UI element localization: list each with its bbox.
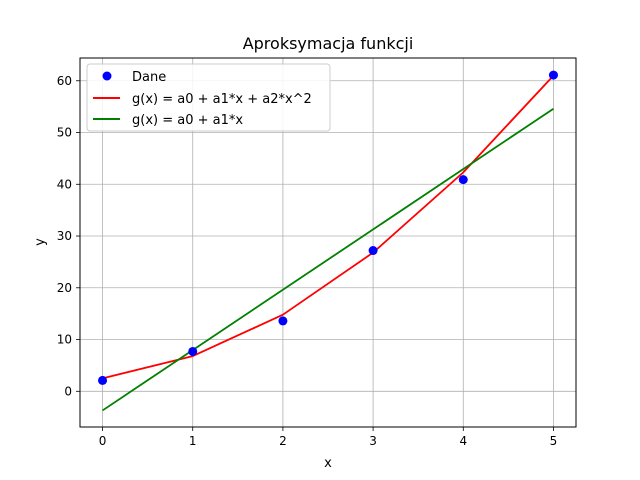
y-tick-label: 50 xyxy=(57,126,72,140)
legend-label-dane: Dane xyxy=(132,70,166,85)
legend-label-quadratic: g(x) = a0 + a1*x + a2*x^2 xyxy=(132,92,312,107)
y-tick-label: 60 xyxy=(57,74,72,88)
x-axis-label: x xyxy=(324,456,332,471)
plot-lines xyxy=(102,74,555,412)
series-line-linear xyxy=(102,107,554,412)
y-tick-label: 20 xyxy=(57,281,72,295)
y-tick-label: 10 xyxy=(57,333,72,347)
data-point xyxy=(188,346,198,356)
x-tick-label: 1 xyxy=(189,434,197,448)
data-point xyxy=(278,316,288,326)
y-tick-label: 30 xyxy=(57,229,72,243)
x-tick-label: 2 xyxy=(279,434,287,448)
y-tick-label: 40 xyxy=(57,177,72,191)
legend: Dane g(x) = a0 + a1*x + a2*x^2 g(x) = a0… xyxy=(86,63,331,132)
data-point xyxy=(368,246,378,256)
y-tick-label: 0 xyxy=(64,384,72,398)
x-tick-label: 3 xyxy=(369,434,377,448)
x-tick-label: 0 xyxy=(99,434,107,448)
x-tick-label: 5 xyxy=(550,434,558,448)
y-axis-label: y xyxy=(33,238,48,246)
chart-title: Aproksymacja funkcji xyxy=(243,34,414,53)
legend-marker-dane xyxy=(102,71,112,81)
plot-frame xyxy=(79,57,577,428)
legend-label-linear: g(x) = a0 + a1*x xyxy=(132,113,243,128)
legend-box xyxy=(86,63,331,132)
data-point xyxy=(98,375,108,385)
data-point xyxy=(548,70,558,80)
plot-points xyxy=(98,70,558,385)
data-point xyxy=(458,175,468,185)
x-tick-label: 4 xyxy=(459,434,467,448)
